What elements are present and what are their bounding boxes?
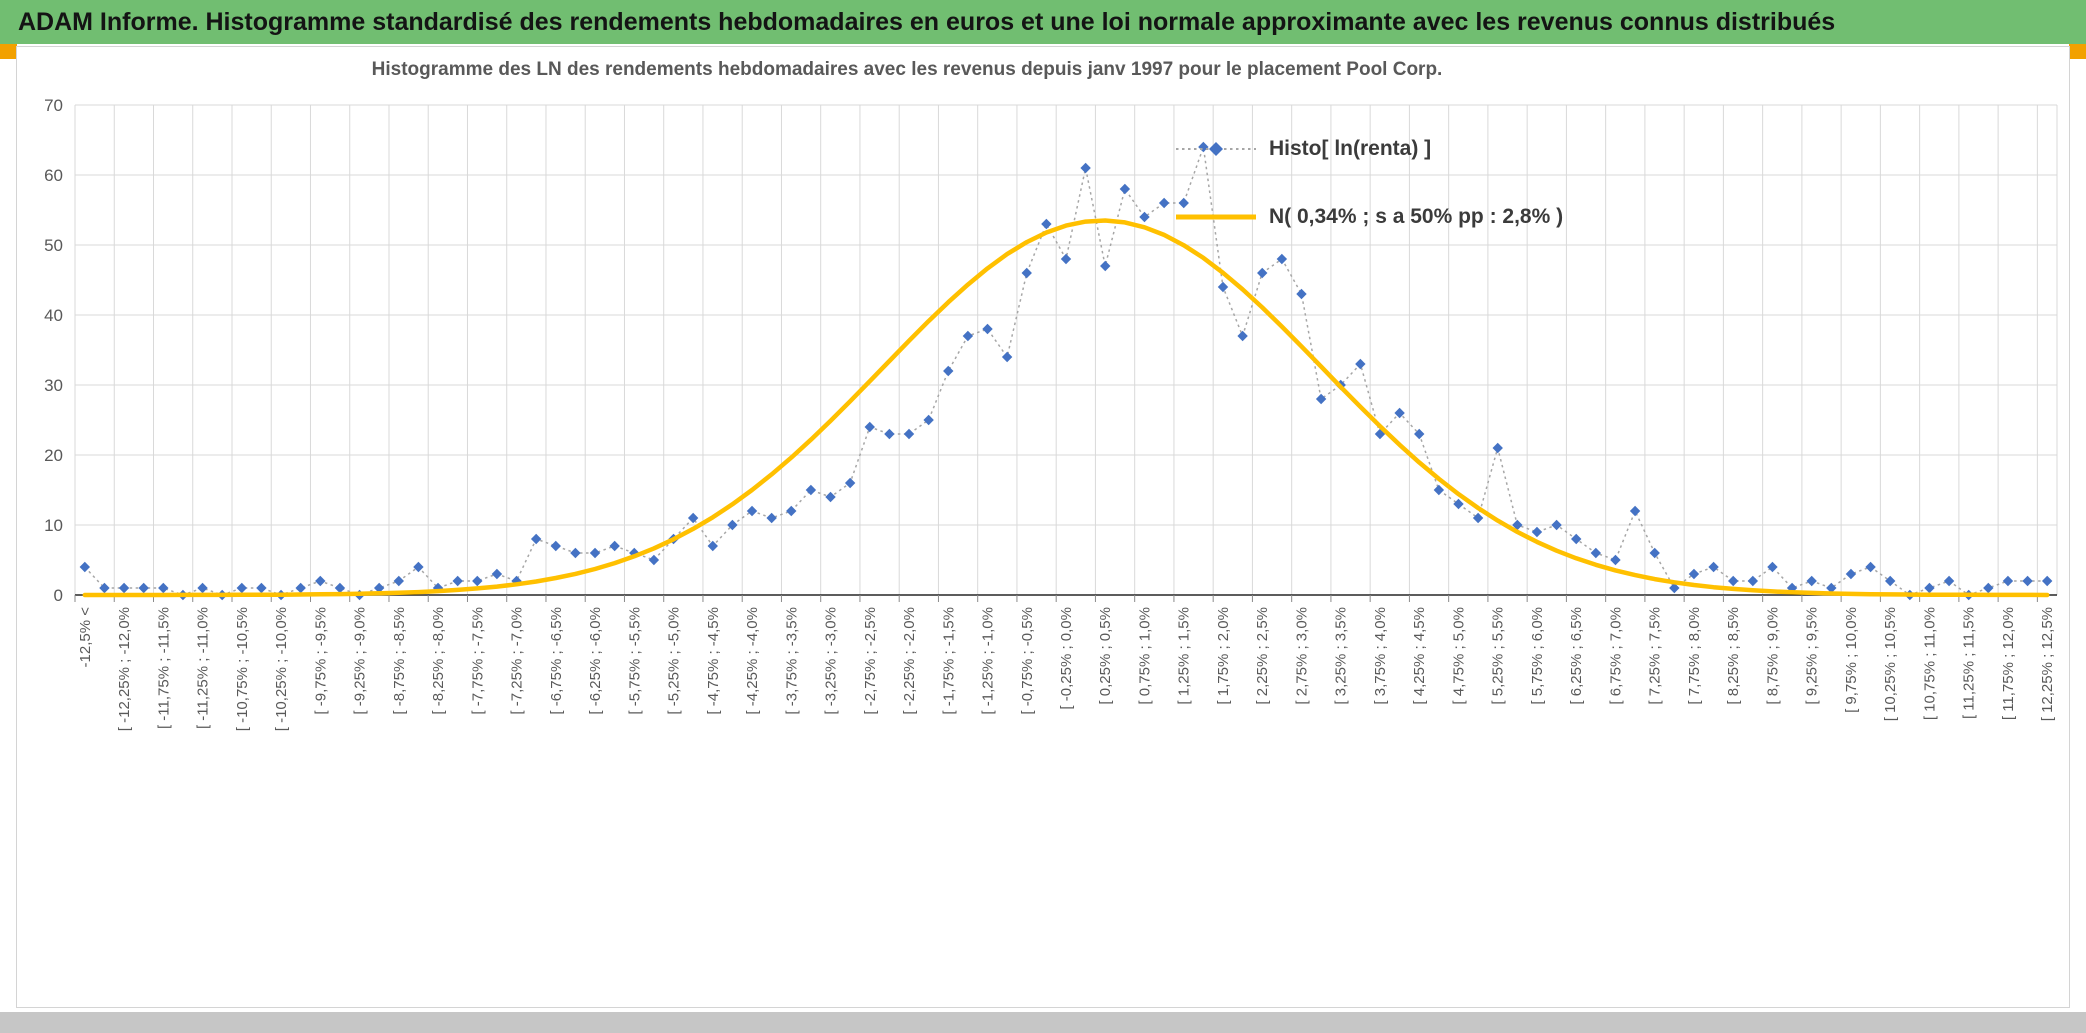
svg-text:[ 11,75% ; 12,0%: [ 11,75% ; 12,0% <box>2000 607 2017 720</box>
svg-text:[ -1,25% ; -1,0%: [ -1,25% ; -1,0% <box>980 607 997 715</box>
svg-text:[ 6,25% ; 6,5%: [ 6,25% ; 6,5% <box>1568 607 1585 705</box>
x-axis[interactable] <box>74 594 2057 602</box>
svg-text:-12,5% <: -12,5% < <box>77 607 94 668</box>
svg-text:0: 0 <box>54 586 63 605</box>
legend[interactable]: Histo[ ln(renta) ] N( 0,34% ; s a 50% pp… <box>1175 127 1563 239</box>
svg-text:[ 1,75% ; 2,0%: [ 1,75% ; 2,0% <box>1215 607 1232 705</box>
svg-text:[ -4,75% ; -4,5%: [ -4,75% ; -4,5% <box>705 607 722 715</box>
chart-object[interactable]: Histogramme des LN des rendements hebdom… <box>16 46 2070 1008</box>
svg-text:[ -5,25% ; -5,0%: [ -5,25% ; -5,0% <box>666 607 683 715</box>
svg-text:[ 7,25% ; 7,5%: [ 7,25% ; 7,5% <box>1647 607 1664 705</box>
svg-text:[ -9,75% ; -9,5%: [ -9,75% ; -9,5% <box>312 607 329 715</box>
svg-text:40: 40 <box>44 306 63 325</box>
accent-cell-right <box>2069 44 2086 59</box>
histogram-series[interactable] <box>79 141 2053 601</box>
histogram-series-marker-icon <box>1176 142 1256 156</box>
svg-text:70: 70 <box>44 96 63 115</box>
svg-text:[ 10,75% ; 11,0%: [ 10,75% ; 11,0% <box>1921 607 1938 720</box>
svg-text:[ -10,25% ; -10,0%: [ -10,25% ; -10,0% <box>273 607 290 731</box>
svg-text:[ -4,25% ; -4,0%: [ -4,25% ; -4,0% <box>744 607 761 715</box>
svg-text:[ -8,25% ; -8,0%: [ -8,25% ; -8,0% <box>430 607 447 715</box>
svg-text:[ -3,75% ; -3,5%: [ -3,75% ; -3,5% <box>783 607 800 715</box>
svg-text:[ 12,25% ; 12,5%: [ 12,25% ; 12,5% <box>2039 607 2056 721</box>
svg-text:[ 5,25% ; 5,5%: [ 5,25% ; 5,5% <box>1490 607 1507 705</box>
svg-text:[ 9,75% ; 10,0%: [ 9,75% ; 10,0% <box>1843 607 1860 713</box>
svg-text:[ -8,75% ; -8,5%: [ -8,75% ; -8,5% <box>391 607 408 715</box>
svg-text:[ -11,75% ; -11,5%: [ -11,75% ; -11,5% <box>155 607 172 729</box>
svg-text:[ 11,25% ; 11,5%: [ 11,25% ; 11,5% <box>1961 607 1978 719</box>
normal-curve-marker-icon <box>1176 214 1256 220</box>
svg-text:30: 30 <box>44 376 63 395</box>
plot-area[interactable]: 0 10 20 30 40 50 60 70 -12,5% < [ -12,25% ; -12,0… <box>17 93 2071 1007</box>
legend-item-normal-curve[interactable]: N( 0,34% ; s a 50% pp : 2,8% ) <box>1175 195 1563 239</box>
svg-text:[ -6,75% ; -6,5%: [ -6,75% ; -6,5% <box>548 607 565 715</box>
svg-text:[ 2,75% ; 3,0%: [ 2,75% ; 3,0% <box>1293 607 1310 705</box>
svg-text:[ -7,75% ; -7,5%: [ -7,75% ; -7,5% <box>469 607 486 715</box>
svg-text:[ -10,75% ; -10,5%: [ -10,75% ; -10,5% <box>234 607 251 731</box>
svg-text:[ 0,25% ; 0,5%: [ 0,25% ; 0,5% <box>1097 607 1114 705</box>
svg-text:[ -2,75% ; -2,5%: [ -2,75% ; -2,5% <box>862 607 879 715</box>
svg-text:50: 50 <box>44 236 63 255</box>
svg-text:[ 5,75% ; 6,0%: [ 5,75% ; 6,0% <box>1529 607 1546 705</box>
svg-text:[ 7,75% ; 8,0%: [ 7,75% ; 8,0% <box>1686 607 1703 705</box>
svg-text:[ 1,25% ; 1,5%: [ 1,25% ; 1,5% <box>1176 607 1193 705</box>
normal-curve-series[interactable] <box>82 218 2050 598</box>
svg-text:10: 10 <box>44 516 63 535</box>
header-banner: ADAM Informe. Histogramme standardisé de… <box>0 0 2086 44</box>
svg-text:20: 20 <box>44 446 63 465</box>
svg-text:[ 8,25% ; 8,5%: [ 8,25% ; 8,5% <box>1725 607 1742 705</box>
x-axis-labels[interactable]: -12,5% < [ -12,25% ; -12,0% [ -11,75% ; -1… <box>77 607 2056 731</box>
svg-text:[ 6,75% ; 7,0%: [ 6,75% ; 7,0% <box>1607 607 1624 705</box>
svg-text:[ -2,25% ; -2,0%: [ -2,25% ; -2,0% <box>901 607 918 715</box>
svg-text:[ -1,75% ; -1,5%: [ -1,75% ; -1,5% <box>940 607 957 715</box>
sheet-edge <box>0 1012 2086 1033</box>
svg-text:[ -7,25% ; -7,0%: [ -7,25% ; -7,0% <box>509 607 526 715</box>
legend-item-histogram[interactable]: Histo[ ln(renta) ] <box>1175 127 1563 171</box>
svg-text:[ -12,25% ; -12,0%: [ -12,25% ; -12,0% <box>116 607 133 731</box>
svg-text:[ 0,75% ; 1,0%: [ 0,75% ; 1,0% <box>1136 607 1153 705</box>
svg-text:[ 3,75% ; 4,0%: [ 3,75% ; 4,0% <box>1372 607 1389 705</box>
svg-text:[ 10,25% ; 10,5%: [ 10,25% ; 10,5% <box>1882 607 1899 721</box>
svg-text:[ -0,75% ; -0,5%: [ -0,75% ; -0,5% <box>1019 607 1036 715</box>
svg-text:[ 4,25% ; 4,5%: [ 4,25% ; 4,5% <box>1411 607 1428 705</box>
svg-text:[ 2,25% ; 2,5%: [ 2,25% ; 2,5% <box>1254 607 1271 705</box>
svg-text:[ 3,25% ; 3,5%: [ 3,25% ; 3,5% <box>1333 607 1350 705</box>
accent-cell-left <box>0 44 17 59</box>
svg-text:[ 9,25% ; 9,5%: [ 9,25% ; 9,5% <box>1804 607 1821 705</box>
svg-text:[ -3,25% ; -3,0%: [ -3,25% ; -3,0% <box>823 607 840 715</box>
chart-title: Histogramme des LN des rendements hebdom… <box>371 59 1443 80</box>
svg-text:[ -5,75% ; -5,5%: [ -5,75% ; -5,5% <box>626 607 643 715</box>
svg-text:[ -9,25% ; -9,0%: [ -9,25% ; -9,0% <box>352 607 369 715</box>
legend-label-histogram: Histo[ ln(renta) ] <box>1269 137 1432 160</box>
svg-text:[ -11,25% ; -11,0%: [ -11,25% ; -11,0% <box>195 607 212 729</box>
svg-text:[ 8,75% ; 9,0%: [ 8,75% ; 9,0% <box>1764 607 1781 705</box>
svg-text:[ -0,25% ; 0,0%: [ -0,25% ; 0,0% <box>1058 607 1075 710</box>
svg-text:[ -6,25% ; -6,0%: [ -6,25% ; -6,0% <box>587 607 604 715</box>
header-title: ADAM Informe. Histogramme standardisé de… <box>18 7 1836 36</box>
svg-text:60: 60 <box>44 166 63 185</box>
svg-text:[ 4,75% ; 5,0%: [ 4,75% ; 5,0% <box>1450 607 1467 705</box>
gridlines <box>74 104 2058 595</box>
y-axis-labels[interactable]: 0 10 20 30 40 50 60 70 <box>44 96 63 605</box>
legend-label-normal-curve: N( 0,34% ; s a 50% pp : 2,8% ) <box>1269 205 1564 228</box>
